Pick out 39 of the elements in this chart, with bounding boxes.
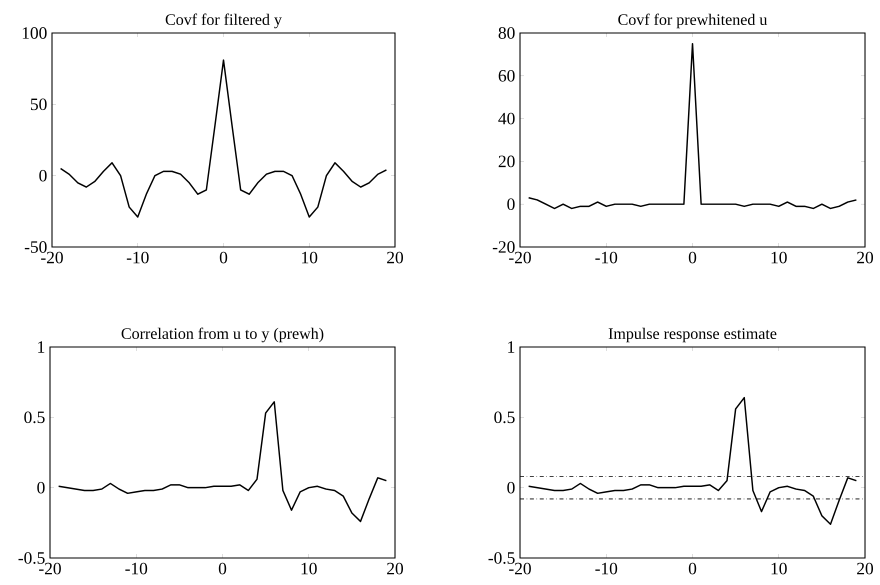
x-tick-label: 0 (688, 252, 696, 264)
y-tick-label: 40 (498, 112, 515, 124)
y-tick-label: 1 (38, 341, 44, 353)
x-tick-label: -10 (595, 562, 618, 574)
y-tick-label: -0.5 (488, 552, 515, 564)
y-tick-label: 0 (37, 482, 45, 494)
chart-title: Covf for prewhitened u (618, 14, 768, 28)
x-tick-label: -10 (126, 252, 149, 264)
y-tick-label: 0.5 (24, 411, 45, 424)
y-tick-label: 20 (498, 156, 515, 168)
x-tick-label: 10 (302, 562, 317, 574)
x-tick-label: 20 (387, 562, 404, 574)
x-tick-label: 10 (772, 562, 787, 574)
x-tick-label: 10 (302, 252, 318, 264)
x-tick-label: 20 (857, 252, 874, 264)
y-tick-label: -20 (492, 241, 515, 253)
y-tick-label: -50 (24, 241, 47, 253)
y-tick-label: 100 (22, 27, 47, 39)
y-tick-label: 1 (508, 341, 514, 353)
line-series (60, 59, 388, 218)
chart-title: Correlation from u to y (prewh) (122, 328, 324, 342)
x-tick-label: 10 (772, 252, 787, 264)
chart-title: Covf for filtered y (166, 14, 282, 28)
x-tick-label: 0 (220, 252, 228, 264)
x-tick-label: -10 (125, 562, 148, 574)
x-tick-label: 20 (387, 252, 404, 264)
chart-title: Impulse response estimate (608, 328, 776, 342)
y-tick-label: 0 (507, 198, 515, 210)
y-tick-label: 0.5 (494, 411, 515, 424)
y-tick-label: 0 (507, 482, 515, 494)
x-tick-label: 0 (218, 562, 226, 574)
y-tick-label: 50 (30, 98, 47, 110)
x-tick-label: 20 (857, 562, 874, 574)
y-tick-label: 60 (498, 70, 515, 82)
x-tick-label: -10 (595, 252, 618, 264)
y-tick-label: 0 (39, 170, 47, 182)
y-tick-label: 80 (498, 27, 515, 39)
y-tick-label: -0.5 (18, 552, 45, 564)
x-tick-label: 0 (688, 562, 696, 574)
